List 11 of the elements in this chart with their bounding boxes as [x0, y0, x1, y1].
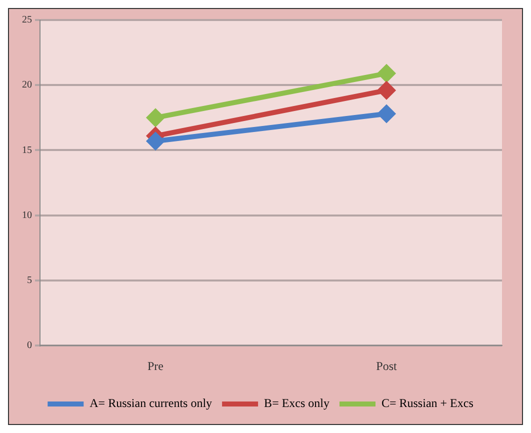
y-tick-label: 0 — [27, 340, 32, 352]
y-tick-label: 15 — [22, 144, 32, 156]
x-tick-label: Pre — [148, 358, 164, 373]
legend-label: A= Russian currents only — [90, 396, 212, 410]
x-tick-label: Post — [376, 358, 398, 373]
legend-label: B= Excs only — [264, 396, 330, 410]
legend-label: C= Russian + Excs — [381, 396, 474, 410]
y-tick-label: 25 — [22, 14, 32, 26]
y-tick-label: 10 — [22, 210, 32, 221]
y-tick-label: 20 — [22, 80, 32, 91]
y-tick-label: 5 — [27, 275, 32, 286]
